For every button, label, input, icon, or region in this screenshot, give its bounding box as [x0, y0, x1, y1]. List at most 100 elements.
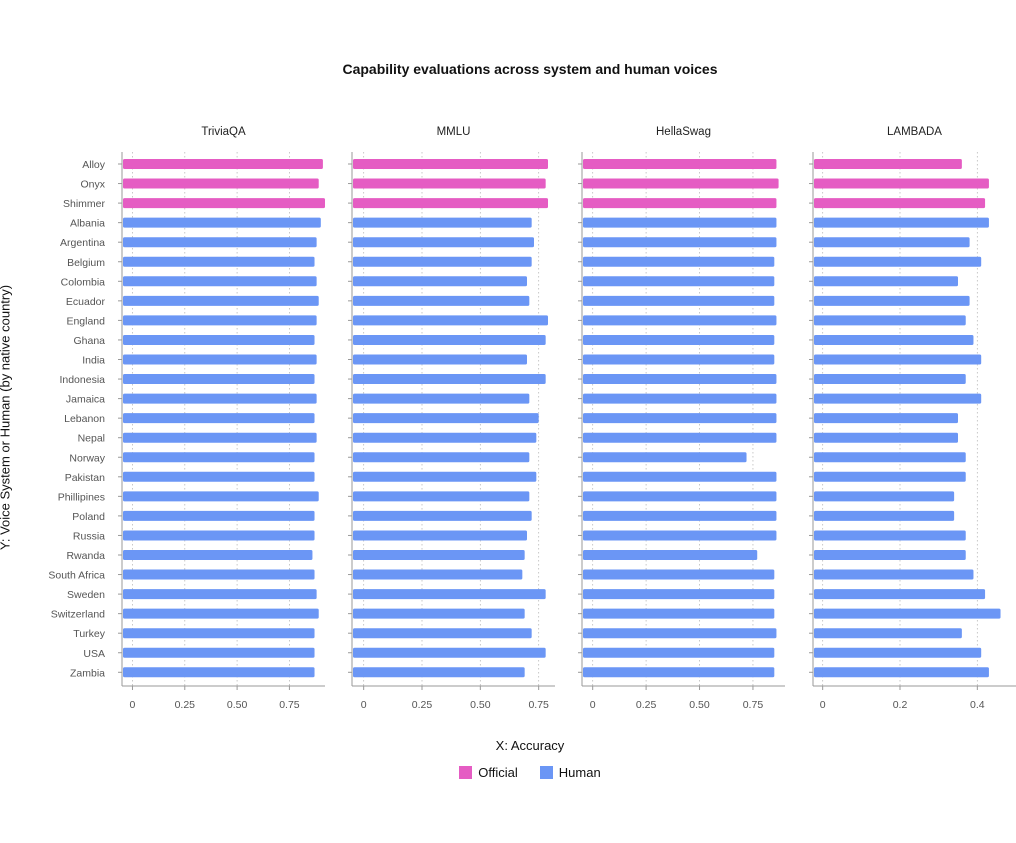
y-tick-label: Turkey: [73, 628, 105, 640]
legend-label-human: Human: [558, 765, 601, 780]
y-tick-label: Zambia: [70, 667, 105, 679]
x-axis-title: X: Accuracy: [495, 738, 565, 753]
bar-human: [583, 608, 775, 619]
y-tick-label: Colombia: [61, 276, 106, 288]
y-tick-label: India: [82, 355, 105, 367]
bar-human: [123, 237, 317, 248]
bar-official: [583, 198, 777, 209]
bar-official: [353, 178, 546, 189]
bar-human: [123, 569, 315, 580]
bar-human: [814, 452, 966, 463]
bar-human: [583, 374, 777, 385]
y-tick-label: Albania: [70, 218, 105, 230]
bar-human: [353, 589, 546, 600]
y-tick-label: Belgium: [67, 257, 105, 269]
x-tick-label: 0: [590, 699, 596, 711]
y-tick-label: England: [66, 315, 105, 327]
bar-human: [583, 334, 775, 345]
x-tick-label: 0.75: [743, 699, 764, 711]
x-tick-label: 0: [820, 699, 826, 711]
y-tick-label: South Africa: [48, 570, 105, 582]
legend-item-human: Human: [539, 765, 601, 780]
bar-human: [123, 374, 315, 385]
y-axis-title: Y: Voice System or Human (by native coun…: [0, 284, 13, 551]
x-tick-label: 0.25: [175, 699, 196, 711]
bar-human: [583, 413, 777, 424]
bar-human: [814, 256, 982, 267]
y-tick-label: Phillipines: [58, 491, 105, 503]
bar-human: [583, 589, 775, 600]
panel-hellaswag: HellaSwag 0 0.25 0.50 0.75: [578, 126, 785, 711]
bar-human: [353, 276, 527, 287]
panel-lambada: LAMBADA 0 0.2 0.4: [809, 126, 1016, 711]
y-tick-label: USA: [83, 648, 105, 660]
panel-title: HellaSwag: [656, 126, 711, 138]
bar-human: [814, 530, 966, 541]
bar-human: [353, 393, 530, 404]
bar-human: [814, 374, 966, 385]
bar-human: [123, 393, 317, 404]
bar-human: [583, 315, 777, 326]
bar-human: [123, 471, 315, 482]
x-tick-label: 0.50: [470, 699, 491, 711]
bar-human: [814, 432, 958, 443]
x-tick-label: 0.50: [689, 699, 710, 711]
bar-human: [123, 589, 317, 600]
legend-label-official: Official: [478, 765, 518, 780]
y-tick-label: Shimmer: [63, 198, 106, 210]
bar-human: [583, 217, 777, 228]
bar-human: [123, 491, 319, 502]
bar-official: [353, 159, 548, 169]
bar-human: [123, 647, 315, 658]
bar-human: [583, 354, 775, 365]
bar-human: [583, 510, 777, 521]
y-tick-label: Alloy: [82, 159, 106, 171]
bar-human: [353, 530, 527, 541]
x-tick-label: 0.25: [412, 699, 433, 711]
panel-title: LAMBADA: [887, 126, 942, 138]
bar-human: [123, 315, 317, 326]
y-tick-label: Norway: [69, 452, 105, 464]
bar-official: [814, 178, 989, 189]
bar-human: [123, 608, 319, 619]
bar-human: [583, 452, 747, 463]
bar-human: [583, 295, 775, 306]
bar-human: [353, 315, 548, 326]
bar-human: [814, 550, 966, 560]
bar-human: [583, 667, 775, 678]
y-tick-label: Onyx: [80, 179, 105, 191]
legend-swatch-official: [459, 766, 473, 779]
bar-human: [814, 393, 982, 404]
bar-human: [583, 256, 775, 267]
bar-human: [814, 237, 970, 248]
bar-human: [353, 647, 546, 658]
bar-human: [814, 647, 982, 658]
bar-human: [123, 667, 315, 678]
panel-title: TriviaQA: [201, 126, 246, 138]
bar-human: [814, 589, 986, 600]
bar-human: [583, 491, 777, 502]
bar-human: [814, 608, 1001, 619]
bar-human: [583, 647, 775, 658]
x-tick-label: 0.75: [528, 699, 549, 711]
bar-human: [353, 452, 530, 463]
bar-human: [814, 569, 974, 580]
bar-human: [583, 471, 777, 482]
legend-swatch-human: [539, 766, 553, 779]
bar-human: [123, 334, 315, 345]
y-tick-label: Rwanda: [66, 550, 105, 562]
x-tick-label: 0.2: [893, 699, 908, 711]
bar-human: [353, 237, 534, 248]
bar-human: [123, 413, 315, 424]
x-tick-label: 0.25: [636, 699, 657, 711]
chart-title: Capability evaluations across system and…: [342, 61, 718, 77]
bar-human: [353, 432, 537, 443]
y-tick-label: Sweden: [67, 589, 105, 601]
bar-human: [814, 471, 966, 482]
y-tick-label: Russia: [73, 530, 105, 542]
bar-human: [583, 432, 777, 443]
bar-human: [353, 608, 525, 619]
bar-human: [353, 569, 523, 580]
y-tick-label: Jamaica: [66, 394, 105, 406]
